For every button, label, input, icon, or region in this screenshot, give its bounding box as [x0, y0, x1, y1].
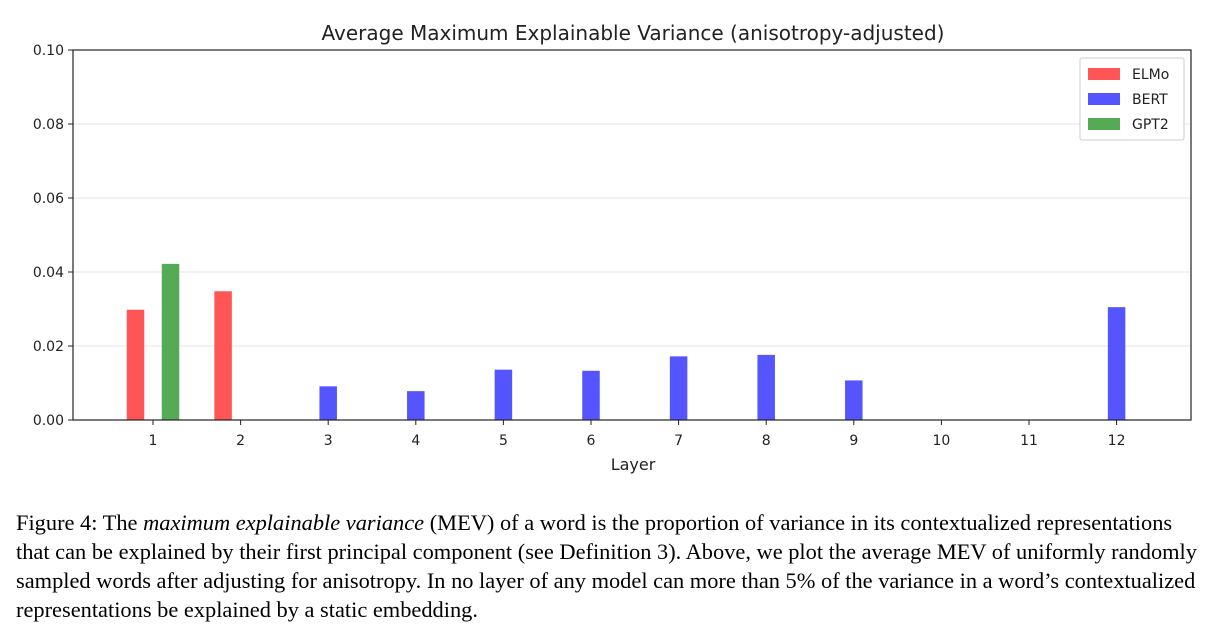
legend: ELMo BERT GPT2 [1079, 57, 1185, 141]
grid-lines [73, 49, 1191, 421]
x-tick-label: 9 [849, 433, 858, 449]
legend-swatch-elmo [1088, 68, 1120, 80]
chart: Average Maximum Explainable Variance (an… [33, 21, 1192, 474]
bar-bert-layer-5 [494, 369, 513, 420]
bar-elmo-layer-2 [214, 291, 232, 420]
x-tick-label: 6 [587, 433, 596, 449]
y-tick-label: 0.02 [33, 339, 64, 355]
figure-caption: Figure 4: The maximum explainable varian… [16, 508, 1211, 624]
bar-elmo-layer-1 [126, 309, 145, 420]
x-tick-label: 8 [762, 433, 771, 449]
x-tick-label: 4 [411, 433, 420, 449]
bar-bert-layer-9 [845, 380, 863, 420]
legend-label-bert: BERT [1132, 92, 1168, 108]
x-axis: 1 2 3 4 5 6 7 8 9 10 11 12 [149, 420, 1126, 449]
x-axis-label: Layer [611, 455, 656, 474]
x-tick-label: 7 [674, 433, 683, 449]
y-tick-label: 0.04 [33, 265, 64, 281]
y-tick-label: 0.00 [33, 413, 64, 429]
bar-gpt2-layer-1 [161, 263, 180, 420]
y-tick-label: 0.10 [33, 43, 64, 59]
chart-title: Average Maximum Explainable Variance (an… [322, 21, 945, 45]
x-tick-label: 10 [932, 433, 950, 449]
bar-bert-layer-12 [1107, 307, 1126, 420]
legend-label-elmo: ELMo [1132, 67, 1169, 83]
legend-label-gpt2: GPT2 [1132, 117, 1169, 133]
bar-bert-layer-4 [407, 391, 425, 420]
bar-bert-layer-7 [669, 356, 688, 420]
y-axis: 0.00 0.02 0.04 0.06 0.08 0.10 [33, 43, 73, 429]
plot-frame [72, 49, 1192, 421]
bar-bert-layer-3 [319, 386, 337, 420]
x-tick-label: 3 [324, 433, 333, 449]
caption-label: Figure 4: The [16, 510, 144, 535]
x-tick-label: 1 [149, 433, 158, 449]
bars [126, 263, 1126, 420]
legend-swatch-bert [1088, 93, 1120, 105]
bar-bert-layer-6 [582, 370, 600, 420]
x-tick-label: 2 [236, 433, 245, 449]
legend-swatch-gpt2 [1088, 118, 1120, 130]
caption-body: (MEV) of a word is the proportion of var… [16, 510, 1197, 622]
x-tick-label: 12 [1108, 433, 1126, 449]
x-tick-label: 11 [1020, 433, 1038, 449]
caption-term: maximum explainable variance [143, 510, 425, 535]
y-tick-label: 0.08 [33, 117, 64, 133]
y-tick-label: 0.06 [33, 191, 64, 207]
x-tick-label: 5 [499, 433, 508, 449]
bar-bert-layer-8 [757, 354, 775, 420]
